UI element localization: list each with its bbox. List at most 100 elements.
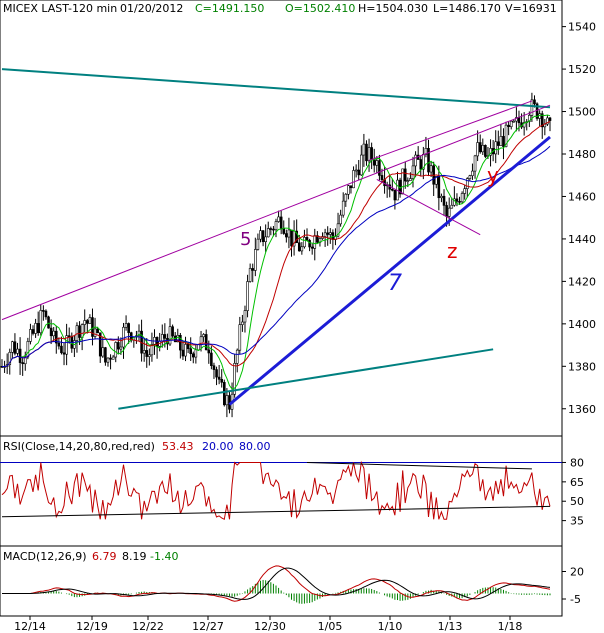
candle-body: [465, 178, 469, 189]
candle-body: [300, 246, 304, 252]
rsi-line: [1, 460, 551, 521]
candle-body: [393, 189, 397, 201]
rsi-header: RSI(Close,14,20,80,red,red) 53.43 20.00 …: [3, 440, 271, 453]
candle-body: [458, 201, 461, 203]
candle-body: [16, 348, 19, 354]
candle-body: [370, 147, 373, 160]
candle-body: [540, 113, 544, 128]
candle-body: [23, 356, 27, 365]
trendline-wave-5-channel: [1, 104, 551, 321]
candle-body: [424, 148, 428, 155]
candle-body: [269, 228, 273, 230]
ma-mid-line: [2, 121, 551, 367]
candle-body: [414, 154, 417, 167]
ma-slow-line: [2, 145, 551, 367]
candle-body: [460, 193, 464, 203]
candle-body: [150, 343, 154, 356]
candle-body: [194, 349, 198, 358]
x-tick-label: 1/10: [378, 620, 403, 633]
candle-body: [93, 328, 97, 337]
x-tick-label: 12/27: [192, 620, 224, 633]
x-tick-label: 12/19: [76, 620, 108, 633]
price-tick-label: 1480: [568, 148, 596, 161]
candle-body: [494, 141, 498, 155]
candle-body: [341, 200, 345, 216]
candle-body: [11, 341, 14, 353]
candle-body: [106, 357, 110, 363]
candle-body: [238, 324, 242, 351]
rsi-lower: 20.00: [202, 440, 234, 453]
candle-body: [246, 281, 249, 311]
candle-body: [184, 344, 187, 357]
candle-body: [256, 238, 260, 250]
candle-body: [75, 325, 79, 341]
candle-body: [297, 242, 301, 252]
candle-body: [18, 348, 22, 363]
candle-body: [484, 144, 487, 157]
candle-body: [499, 136, 503, 146]
candle-body: [323, 232, 327, 237]
candle-body: [409, 178, 412, 181]
wave-labels: 5 7 z y: [240, 163, 499, 296]
candle-body: [509, 120, 513, 128]
price-tick-label: 1400: [568, 318, 596, 331]
candle-body: [391, 188, 394, 191]
candle-body: [279, 216, 283, 229]
price-tick-label: 1460: [568, 190, 596, 203]
candle-body: [78, 325, 81, 338]
candle-body: [186, 344, 190, 349]
wave-label-5: 5: [240, 229, 251, 250]
candle-body: [163, 334, 167, 339]
candle-body: [47, 316, 50, 329]
header-date: 01/20/2012: [120, 2, 183, 15]
candle-body: [546, 117, 549, 125]
candle-body: [468, 175, 472, 179]
candle-body: [179, 335, 182, 351]
candle-body: [233, 363, 236, 395]
candle-body: [419, 159, 423, 170]
candle-body: [111, 356, 115, 360]
candle-body: [277, 216, 280, 222]
moving-averages: [2, 114, 551, 390]
candle-body: [437, 175, 441, 199]
candle-body: [360, 154, 363, 176]
candle-body: [197, 344, 200, 351]
candle-body: [155, 337, 159, 347]
candle-body: [21, 362, 24, 365]
candle-body: [401, 168, 404, 195]
candle-body: [191, 353, 195, 358]
x-tick-label: 12/14: [14, 620, 46, 633]
trendline-lower-support: [118, 348, 494, 410]
macd-tick-label: -5: [570, 593, 581, 606]
candle-body: [98, 332, 102, 357]
candle-body: [310, 246, 314, 249]
rsi-resistance-line: [307, 461, 532, 470]
candle-body: [450, 204, 454, 209]
rsi-tick-label: 35: [570, 515, 584, 528]
candle-body: [478, 142, 482, 153]
candle-body: [44, 310, 48, 318]
candle-body: [517, 117, 521, 124]
candle-body: [272, 228, 275, 231]
candle-body: [259, 230, 262, 240]
candle-body: [326, 232, 329, 235]
candle-body: [223, 382, 226, 406]
candle-body: [254, 249, 257, 271]
trendlines: [1, 68, 551, 410]
candle-body: [515, 117, 518, 122]
candle-body: [427, 148, 430, 173]
candle-body: [215, 369, 218, 378]
candle-body: [533, 99, 536, 105]
macd-value: 6.79: [92, 550, 117, 563]
candle-body: [403, 168, 407, 182]
candle-body: [290, 229, 293, 247]
candle-body: [60, 345, 63, 354]
candle-body: [455, 198, 459, 202]
candle-body: [160, 334, 164, 342]
candle-body: [148, 354, 151, 357]
price-tick-label: 1420: [568, 275, 596, 288]
candle-body: [49, 327, 53, 337]
header-open: O=1502.410: [285, 2, 355, 15]
candle-body: [481, 144, 485, 153]
header-volume: V=16931: [505, 2, 557, 15]
